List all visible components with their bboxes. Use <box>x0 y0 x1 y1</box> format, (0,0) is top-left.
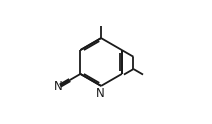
Text: N: N <box>96 87 105 100</box>
Text: N: N <box>54 80 63 93</box>
